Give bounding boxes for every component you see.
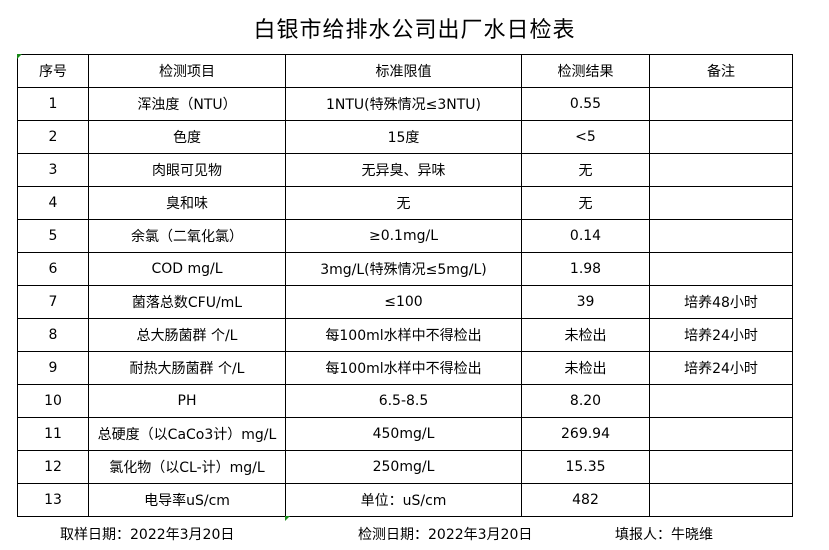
cell-item[interactable]: PH <box>88 384 286 418</box>
cell-seq[interactable]: 10 <box>17 384 89 418</box>
cell-remark[interactable]: 培养24小时 <box>649 318 793 352</box>
table-row: 3 肉眼可见物 无异臭、异味无 <box>17 153 793 187</box>
cell-standard[interactable]: ≥0.1mg/L <box>285 219 522 253</box>
cell-result[interactable]: 482 <box>521 483 650 517</box>
cell-standard[interactable]: 每100ml水样中不得检出 <box>285 351 522 385</box>
table-row: 11 总硬度（以CaCo3计）mg/L 450mg/L 269.94 <box>17 417 793 451</box>
cell-seq[interactable]: 9 <box>17 351 89 385</box>
cell-result[interactable]: 未检出 <box>521 351 650 385</box>
cell-item[interactable]: 余氯（二氧化氯） <box>88 219 286 253</box>
cell-standard[interactable]: 6.5-8.5 <box>285 384 522 418</box>
cell-item[interactable]: 总大肠菌群 个/L <box>88 318 286 352</box>
cell-standard[interactable]: 3mg/L(特殊情况≤5mg/L) <box>285 252 522 286</box>
reporter: 填报人：牛晓维 <box>615 527 713 543</box>
header-result[interactable]: 检测结果 <box>521 54 650 88</box>
cell-remark[interactable] <box>649 384 793 418</box>
cell-item[interactable]: 色度 <box>88 120 286 154</box>
cell-remark[interactable] <box>649 87 793 121</box>
cell-remark[interactable] <box>649 186 793 220</box>
table-row: 6 COD mg/L 3mg/L(特殊情况≤5mg/L) 1.98 <box>17 252 793 286</box>
table-row: 7 菌落总数CFU/mL ≤100 39 培养48小时 <box>17 285 793 319</box>
cell-seq[interactable]: 11 <box>17 417 89 451</box>
table-row: 5 余氯（二氧化氯） ≥0.1mg/L 0.14 <box>17 219 793 253</box>
cell-result[interactable]: 1.98 <box>521 252 650 286</box>
cell-result[interactable]: 无 <box>521 153 650 187</box>
cell-seq[interactable]: 2 <box>17 120 89 154</box>
cell-remark[interactable] <box>649 450 793 484</box>
cell-seq[interactable]: 3 <box>17 153 89 187</box>
cell-item[interactable]: 耐热大肠菌群 个/L <box>88 351 286 385</box>
cell-standard[interactable]: 15度 <box>285 120 522 154</box>
table-row: 9 耐热大肠菌群 个/L 每100ml水样中不得检出 未检出 培养24小时 <box>17 351 793 385</box>
cell-result[interactable]: 0.14 <box>521 219 650 253</box>
cell-item[interactable]: 电导率uS/cm <box>88 483 286 517</box>
header-row: 序号 检测项目 标准限值 检测结果 备注 <box>17 54 793 88</box>
cell-remark[interactable] <box>649 219 793 253</box>
cell-standard[interactable]: ≤100 <box>285 285 522 319</box>
cell-result[interactable]: 0.55 <box>521 87 650 121</box>
cell-item[interactable]: 总硬度（以CaCo3计）mg/L <box>88 417 286 451</box>
cell-remark[interactable] <box>649 252 793 286</box>
cell-remark[interactable] <box>649 483 793 517</box>
cell-result[interactable]: 269.94 <box>521 417 650 451</box>
cell-seq[interactable]: 8 <box>17 318 89 352</box>
table-row: 4 臭和味无无 <box>17 186 793 220</box>
cell-result[interactable]: 15.35 <box>521 450 650 484</box>
header-standard[interactable]: 标准限值 <box>285 54 522 88</box>
cell-remark[interactable] <box>649 417 793 451</box>
cell-seq[interactable]: 4 <box>17 186 89 220</box>
header-seq[interactable]: 序号 <box>17 54 89 88</box>
cell-seq[interactable]: 1 <box>17 87 89 121</box>
cell-result[interactable]: 无 <box>521 186 650 220</box>
cell-item[interactable]: 肉眼可见物 <box>88 153 286 187</box>
page-title: 白银市给排水公司出厂水日检表 <box>253 18 576 43</box>
cell-item[interactable]: COD mg/L <box>88 252 286 286</box>
cell-remark[interactable] <box>649 153 793 187</box>
cell-marker-icon <box>285 516 290 521</box>
cell-item[interactable]: 菌落总数CFU/mL <box>88 285 286 319</box>
table-row: 8 总大肠菌群 个/L 每100ml水样中不得检出 未检出 培养24小时 <box>17 318 793 352</box>
cell-item[interactable]: 浑浊度（NTU） <box>88 87 286 121</box>
cell-standard[interactable]: 无异臭、异味 <box>285 153 522 187</box>
cell-standard[interactable]: 每100ml水样中不得检出 <box>285 318 522 352</box>
table-row: 12 氯化物（以CL-计）mg/L 250mg/L 15.35 <box>17 450 793 484</box>
cell-seq[interactable]: 12 <box>17 450 89 484</box>
cell-result[interactable]: <5 <box>521 120 650 154</box>
cell-result[interactable]: 8.20 <box>521 384 650 418</box>
table-row: 10 PH 6.5-8.5 8.20 <box>17 384 793 418</box>
cell-standard[interactable]: 250mg/L <box>285 450 522 484</box>
cell-remark[interactable]: 培养48小时 <box>649 285 793 319</box>
cell-seq[interactable]: 13 <box>17 483 89 517</box>
cell-remark[interactable] <box>649 120 793 154</box>
cell-result[interactable]: 未检出 <box>521 318 650 352</box>
sample-date: 取样日期：2022年3月20日 <box>60 527 235 543</box>
cell-seq[interactable]: 6 <box>17 252 89 286</box>
cell-standard[interactable]: 1NTU(特殊情况≤3NTU) <box>285 87 522 121</box>
cell-seq[interactable]: 5 <box>17 219 89 253</box>
cell-item[interactable]: 氯化物（以CL-计）mg/L <box>88 450 286 484</box>
cell-marker-icon <box>17 54 22 59</box>
cell-standard[interactable]: 无 <box>285 186 522 220</box>
inspection-table: 序号 检测项目 标准限值 检测结果 备注 1 浑浊度（NTU） 1NTU(特殊情况≤3NTU)… <box>17 54 793 517</box>
cell-item[interactable]: 臭和味 <box>88 186 286 220</box>
table-row: 1 浑浊度（NTU） 1NTU(特殊情况≤3NTU) 0.55 <box>17 87 793 121</box>
cell-result[interactable]: 39 <box>521 285 650 319</box>
table-row: 13 电导率uS/cm 单位：uS/cm 482 <box>17 483 793 517</box>
cell-standard[interactable]: 单位：uS/cm <box>285 483 522 517</box>
test-date: 检测日期：2022年3月20日 <box>358 527 533 543</box>
cell-standard[interactable]: 450mg/L <box>285 417 522 451</box>
table-row: 2 色度 15度 <5 <box>17 120 793 154</box>
cell-remark[interactable]: 培养24小时 <box>649 351 793 385</box>
cell-seq[interactable]: 7 <box>17 285 89 319</box>
header-item[interactable]: 检测项目 <box>88 54 286 88</box>
header-remark[interactable]: 备注 <box>649 54 793 88</box>
